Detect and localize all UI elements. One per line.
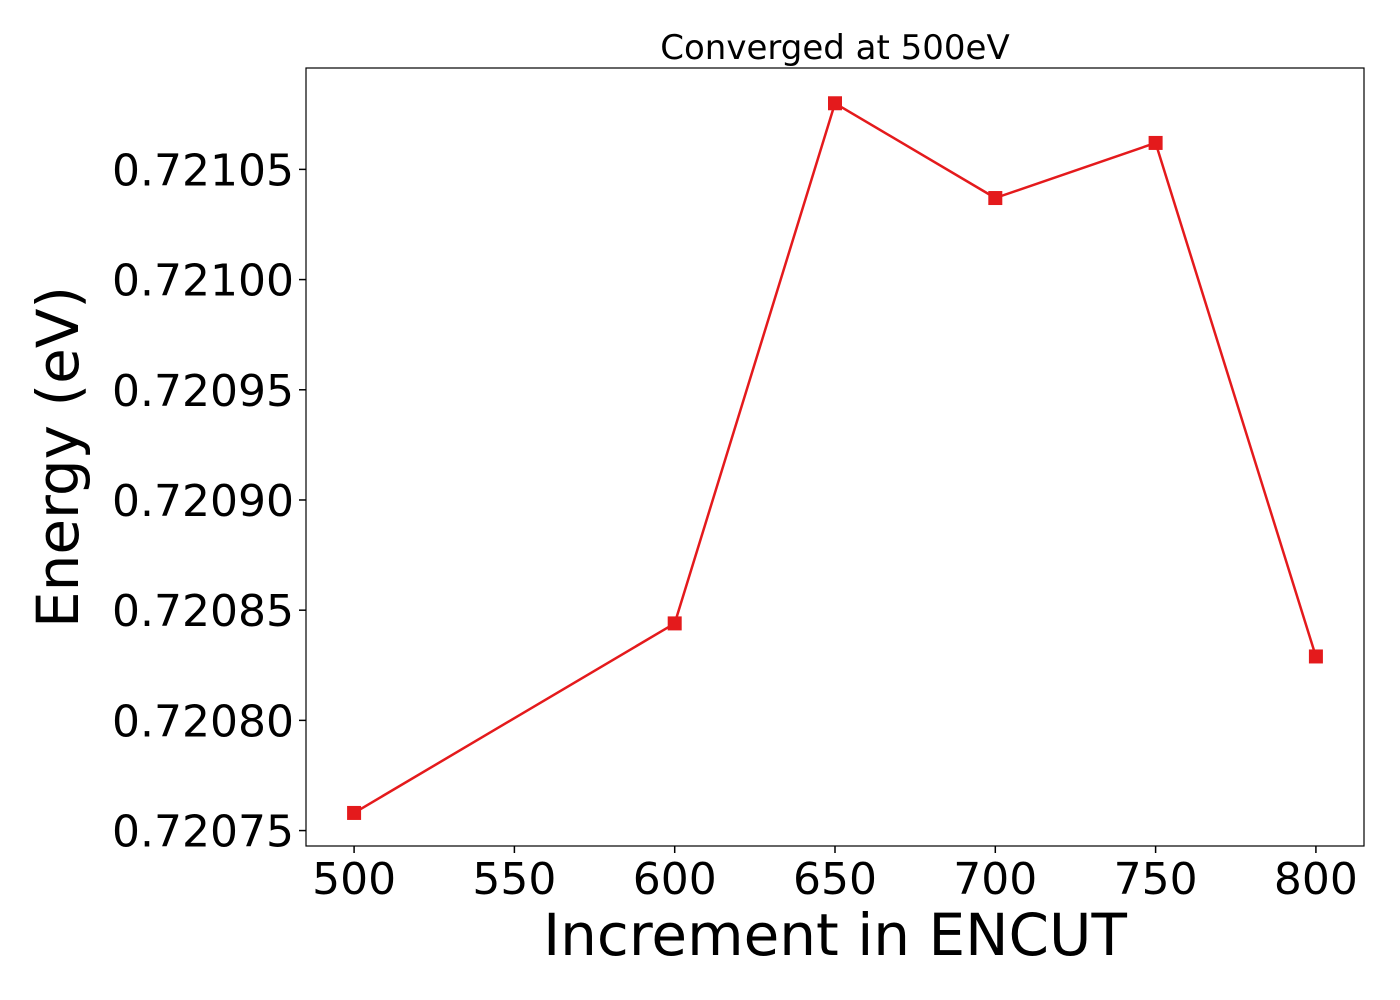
- x-tick-label: 650: [793, 854, 877, 905]
- data-point-marker: [828, 96, 842, 111]
- data-point-marker: [1148, 135, 1163, 150]
- chart-title: Converged at 500eV: [660, 28, 1009, 68]
- x-tick-label: 600: [633, 854, 717, 905]
- plot-area-frame: [305, 67, 1365, 847]
- y-tick-label: 0.72075: [112, 807, 294, 858]
- y-tick-label: 0.72085: [112, 586, 294, 637]
- y-tick-label: 0.72090: [112, 476, 294, 527]
- y-tick-label: 0.72080: [112, 696, 294, 747]
- x-axis-ticks: 500 550 600 650 700 750 800: [312, 846, 1358, 905]
- x-tick-label: 700: [953, 854, 1037, 905]
- x-tick-label: 750: [1114, 854, 1198, 905]
- y-axis-label: Energy (eV): [24, 286, 92, 628]
- data-point-marker: [988, 191, 1003, 206]
- y-tick-label: 0.72095: [112, 366, 294, 417]
- y-axis-ticks: 0.72075 0.72080 0.72085 0.72090 0.72095 0.721…: [112, 145, 306, 858]
- x-tick-label: 500: [312, 854, 396, 905]
- data-point-marker: [667, 616, 682, 631]
- x-axis-label: Increment in ENCUT: [543, 901, 1127, 969]
- x-tick-label: 800: [1274, 854, 1358, 905]
- series-layer: [347, 96, 1323, 820]
- data-point-marker: [347, 805, 362, 820]
- series-line: [353, 102, 1318, 814]
- data-point-marker: [1308, 649, 1323, 664]
- y-tick-label: 0.72105: [112, 145, 294, 196]
- x-tick-label: 550: [472, 854, 556, 905]
- y-tick-label: 0.72100: [112, 256, 294, 307]
